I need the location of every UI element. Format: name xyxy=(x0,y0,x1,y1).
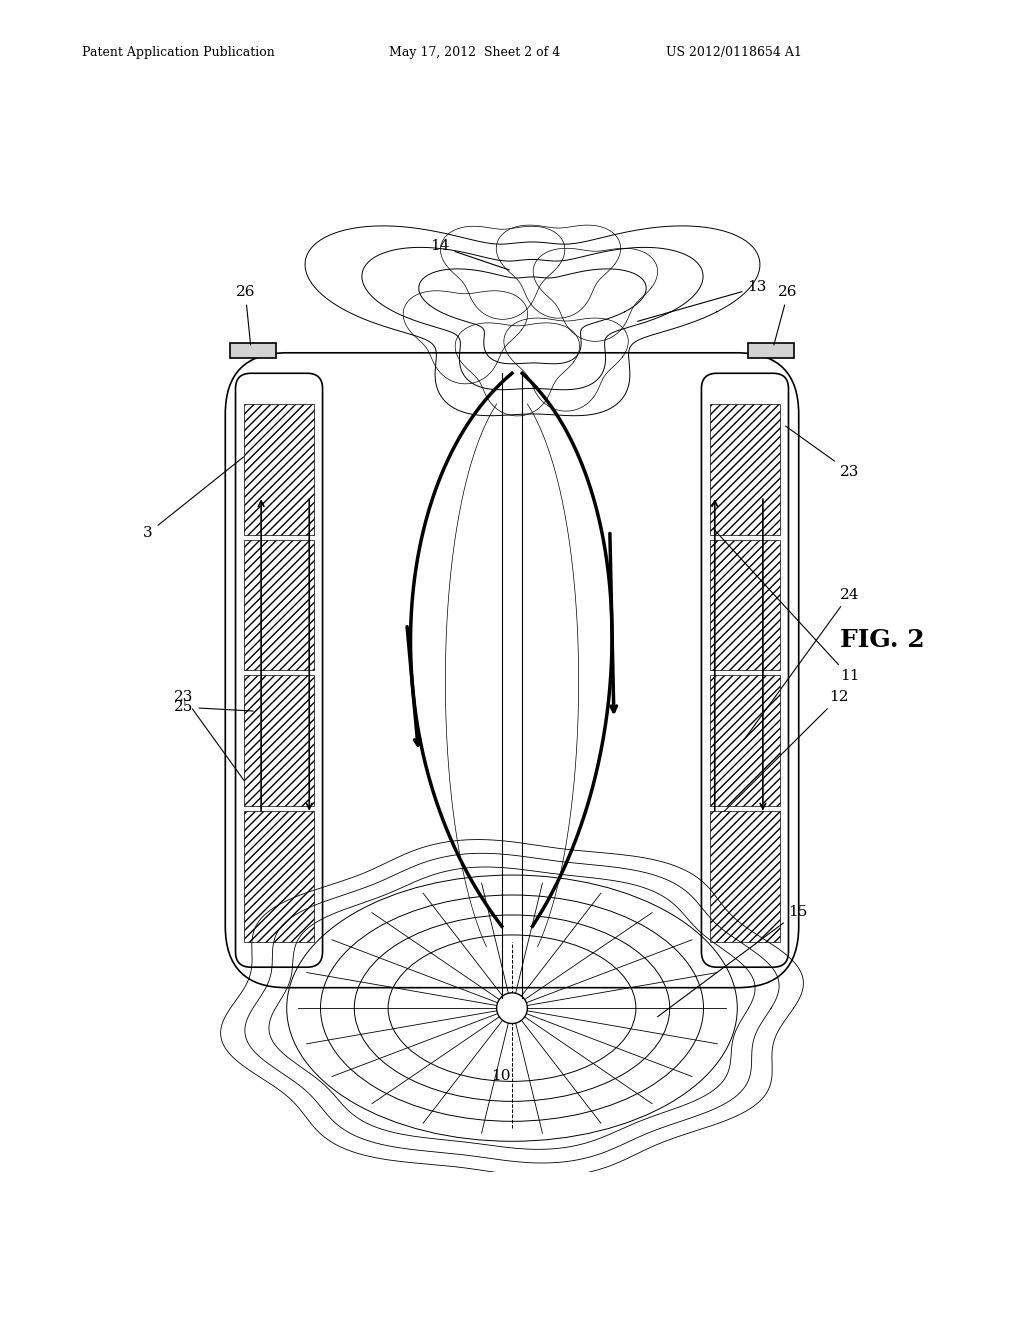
Text: 12: 12 xyxy=(724,690,849,812)
Text: 26: 26 xyxy=(774,285,798,345)
Bar xyxy=(244,404,314,535)
Text: 26: 26 xyxy=(236,285,255,345)
Bar xyxy=(244,540,314,671)
Bar xyxy=(710,810,780,941)
Text: 15: 15 xyxy=(657,906,808,1016)
Text: 23: 23 xyxy=(785,426,859,479)
Bar xyxy=(244,810,314,941)
Text: 13: 13 xyxy=(638,280,767,321)
Text: 11: 11 xyxy=(714,529,859,684)
Text: 23: 23 xyxy=(174,690,244,780)
Text: FIG. 2: FIG. 2 xyxy=(840,627,925,652)
Text: Patent Application Publication: Patent Application Publication xyxy=(82,46,274,59)
Bar xyxy=(710,540,780,671)
Text: 24: 24 xyxy=(744,587,859,739)
Text: 25: 25 xyxy=(174,700,253,714)
Text: 3: 3 xyxy=(143,457,244,540)
Bar xyxy=(710,404,780,535)
Bar xyxy=(230,343,276,358)
Text: 14: 14 xyxy=(430,239,509,271)
Bar xyxy=(748,343,794,358)
Bar xyxy=(710,676,780,807)
Circle shape xyxy=(497,993,527,1023)
Bar xyxy=(244,676,314,807)
Text: 10: 10 xyxy=(492,1069,511,1082)
Text: May 17, 2012  Sheet 2 of 4: May 17, 2012 Sheet 2 of 4 xyxy=(389,46,560,59)
Text: US 2012/0118654 A1: US 2012/0118654 A1 xyxy=(666,46,802,59)
